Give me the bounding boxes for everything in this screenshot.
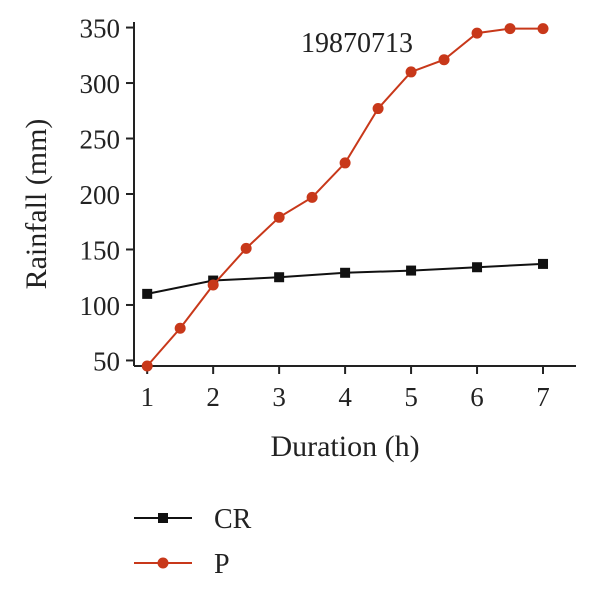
y-tick-label: 200 (80, 180, 121, 210)
data-point (174, 322, 186, 334)
chart-annotation: 19870713 (301, 28, 413, 59)
x-axis-title: Duration (h) (270, 430, 419, 463)
legend-item: CR (134, 504, 252, 535)
data-point (537, 23, 549, 35)
series-p (141, 23, 549, 372)
x-ticks: 1 2 3 4 5 6 7 (140, 366, 550, 412)
x-tick-label: 1 (140, 382, 154, 412)
data-point (406, 265, 417, 276)
series-layer (141, 23, 549, 372)
data-point (207, 279, 219, 291)
data-point (240, 242, 252, 254)
axes (133, 22, 576, 367)
x-tick-label: 6 (470, 382, 484, 412)
data-point (142, 288, 153, 299)
legend-item: P (134, 549, 230, 580)
data-point (372, 103, 384, 115)
series-cr (142, 258, 549, 299)
y-ticks: 50 100 150 200 250 300 350 (80, 14, 134, 376)
data-point (405, 66, 417, 78)
y-tick-label: 50 (93, 346, 120, 376)
data-point (141, 360, 153, 372)
x-tick-label: 4 (338, 382, 352, 412)
x-tick-label: 7 (536, 382, 550, 412)
series-line (146, 27, 544, 367)
x-tick-label: 5 (404, 382, 418, 412)
y-tick-label: 350 (80, 14, 121, 44)
data-point (274, 272, 285, 283)
y-tick-label: 150 (80, 235, 121, 265)
data-point (339, 157, 351, 169)
data-point (504, 23, 516, 35)
legend-label: CR (214, 504, 252, 535)
data-point (472, 262, 483, 273)
x-tick-label: 3 (272, 382, 286, 412)
data-point (340, 267, 351, 278)
legend-marker (157, 557, 169, 569)
legend: CR P (134, 504, 252, 580)
data-point (306, 191, 318, 203)
y-tick-label: 250 (80, 125, 121, 155)
data-point (438, 54, 450, 66)
y-tick-label: 300 (80, 69, 121, 99)
data-point (471, 27, 483, 39)
data-point (538, 258, 549, 269)
data-point (273, 211, 285, 223)
x-tick-label: 2 (206, 382, 220, 412)
y-axis-title: Rainfall (mm) (20, 119, 53, 290)
legend-marker (158, 513, 168, 523)
y-tick-label: 100 (80, 291, 121, 321)
legend-label: P (214, 549, 230, 580)
